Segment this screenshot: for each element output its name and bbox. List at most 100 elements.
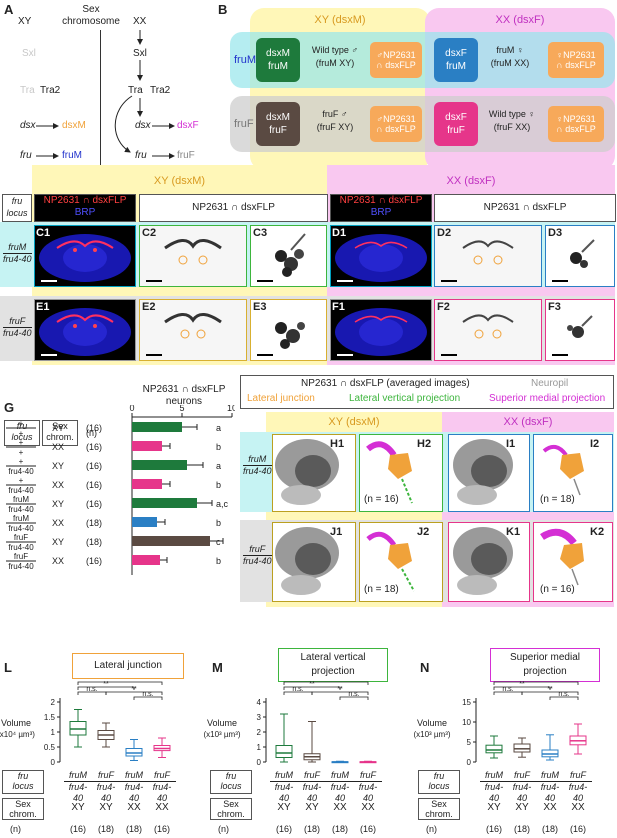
bt-sex: XY — [305, 802, 319, 813]
bt-n-label: (n) — [10, 824, 21, 834]
h-xx-head: XX (dsxF) — [503, 416, 553, 428]
bt-sex-chrom-m: Sex chrom. — [210, 798, 252, 820]
bp-sig-label: ** — [323, 680, 329, 683]
label-i1: I1 — [506, 438, 516, 450]
bt-sex: XX — [333, 802, 347, 813]
image-d2 — [434, 225, 542, 287]
g-sig-letter: a — [216, 461, 221, 471]
bt-n: (16) — [359, 824, 376, 834]
g-col-fru: fru locus — [4, 420, 40, 446]
label-d2: D2 — [437, 227, 452, 239]
fruf-label: fruF — [177, 150, 195, 161]
xy-head: XY (dsxM) — [314, 14, 366, 26]
panel-a-arrows — [36, 30, 175, 159]
bp-sig-label: ** — [337, 686, 343, 693]
g-col-n: (n) — [86, 428, 97, 438]
bt-genotype: fruM fru4-40 — [480, 770, 508, 806]
bt-sex: XX — [127, 802, 141, 813]
bp-y-tick-label: 1 — [51, 728, 56, 737]
title-m: Lateral vertical projection — [278, 648, 388, 682]
g-x-tick-label: 5 — [179, 405, 184, 413]
g-sig-letter: a — [216, 423, 221, 433]
g-sig-letter: c — [216, 537, 221, 547]
image-c1 — [34, 225, 136, 287]
h-legend-smp: Superior medial projection — [489, 393, 606, 404]
sxl-right: Sxl — [133, 48, 147, 59]
g-row-sex: XY — [52, 423, 64, 433]
bt-n: (18) — [125, 824, 142, 834]
divider-line — [100, 30, 101, 170]
g-row-sex: XX — [52, 442, 64, 452]
h-legend-neuropil: Neuropil — [531, 378, 569, 389]
dsxf-label: dsxF — [177, 120, 199, 131]
g-bar — [132, 422, 182, 432]
tra2-right: Tra2 — [150, 85, 171, 96]
bp-sig-bracket — [105, 691, 163, 695]
h-legend-lj: Lateral junction — [247, 393, 315, 404]
bp-y-tick-label: 4 — [257, 698, 262, 707]
fru-right: fru — [135, 150, 147, 161]
bp-sig-bracket — [521, 691, 579, 695]
legend-black-box-xx: NP2631 ∩ dsxFLP BRP — [330, 194, 432, 222]
label-h1: H1 — [330, 438, 345, 450]
xx-head: XX (dsxF) — [495, 14, 545, 26]
g-title: NP2631 ∩ dsxFLP neurons — [142, 384, 226, 407]
panel-letter-g: G — [4, 400, 15, 415]
bp-sig-bracket — [77, 681, 163, 685]
label-f3: F3 — [548, 301, 561, 313]
label-e1: E1 — [36, 301, 50, 313]
dsx-left: dsx — [20, 120, 36, 131]
bt-genotype: fruF fru4-40 — [148, 770, 176, 806]
g-row-fru-den: fru4-40 — [8, 505, 34, 514]
bt-genotype: fruF fru4-40 — [92, 770, 120, 806]
bt-genotype: fruM fru4-40 — [270, 770, 298, 806]
n-i2: (n = 18) — [540, 494, 575, 505]
g-sig-letter: b — [216, 518, 221, 528]
bp-sig-bracket — [493, 681, 579, 685]
bp-ylabel: Volume — [207, 718, 237, 728]
n-h2: (n = 16) — [364, 494, 399, 505]
tile-dsxf-fruf: dsxF fruF — [434, 102, 478, 146]
frum-label: fruM — [62, 150, 82, 161]
image-k1 — [448, 522, 530, 602]
g-sig-letter: b — [216, 480, 221, 490]
bp-sig-bracket — [311, 691, 369, 695]
dsxm-label: dsxM — [62, 120, 86, 131]
g-row-fru-den: fru4-40 — [8, 562, 34, 571]
label-k2: K2 — [590, 526, 605, 538]
bp-sig-bracket — [339, 696, 369, 700]
g-row-n: (16) — [86, 480, 102, 490]
tag-female-1: ♀NP2631 ∩ dsxFLP — [548, 42, 604, 78]
label-f1: F1 — [332, 301, 345, 313]
bp-ylabel: Volume — [417, 718, 447, 728]
bt-sex: XY — [71, 802, 85, 813]
g-col-sex: Sex chrom. — [42, 420, 78, 446]
bt-n: (16) — [485, 824, 502, 834]
g-row-sex: XX — [52, 556, 64, 566]
image-j1 — [272, 522, 356, 602]
g-row-n: (16) — [86, 442, 102, 452]
fru-left: fru — [20, 150, 32, 161]
bt-sex-chrom-n: Sex chrom. — [418, 798, 460, 820]
label-d1: D1 — [332, 227, 347, 239]
bp-y-tick-label: 3 — [257, 713, 262, 722]
bt-n: (18) — [331, 824, 348, 834]
g-row-n: (16) — [86, 499, 102, 509]
desc-fruf-male: fruF ♂ (fruF XY) — [316, 109, 354, 132]
bp-ylabel-unit: (x10⁴ µm³) — [0, 730, 35, 739]
g-row-sex: XY — [52, 537, 64, 547]
g-row-fru-num: + — [19, 438, 24, 447]
image-f2 — [434, 299, 542, 361]
label-k1: K1 — [506, 526, 521, 538]
sex-chromosome-label: Sex chromosome — [62, 4, 120, 27]
bp-sig-label: ** — [519, 681, 525, 688]
g-row-fru-num: fruF — [14, 533, 28, 542]
h-genotype-fruf: fruF fru4-40 — [243, 544, 272, 566]
bp-sig-label: n.s. — [558, 691, 569, 698]
bt-genotype: fruF fru4-40 — [354, 770, 382, 806]
bt-fru-locus-n: fru locus — [418, 770, 460, 794]
g-row-fru-den: fru4-40 — [8, 543, 34, 552]
bp-y-tick-label: 15 — [462, 698, 471, 707]
desc-wildtype-male: Wild type ♂ (fruM XY) — [311, 45, 359, 68]
desc-wildtype-female: Wild type ♀ (fruF XX) — [488, 109, 536, 132]
